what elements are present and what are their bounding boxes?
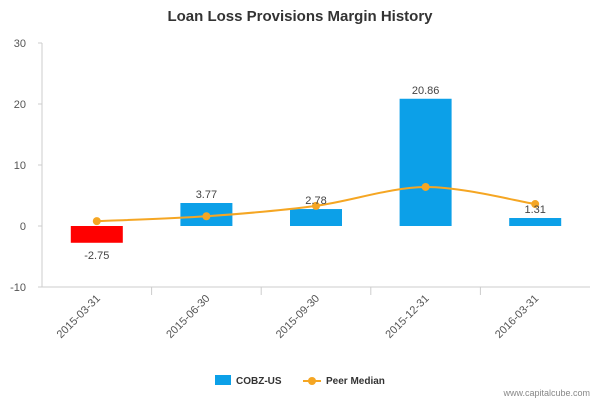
x-tick-label: 2015-06-30 xyxy=(164,293,212,341)
bar xyxy=(399,98,452,226)
x-tick-label: 2015-03-31 xyxy=(55,293,103,341)
x-tick-label: 2016-03-31 xyxy=(493,293,541,341)
peer-median-point xyxy=(421,182,430,191)
y-tick-label: 0 xyxy=(20,221,26,233)
axes: 30 20 10 0 -10 2015-03-31 2015-06-30 2015-09-30… xyxy=(10,38,590,341)
bar xyxy=(509,218,562,226)
peer-median-point xyxy=(531,200,540,209)
y-tick-label: 10 xyxy=(14,160,26,172)
legend-label-cobz: COBZ-US xyxy=(236,376,282,387)
bar xyxy=(290,209,342,226)
legend-label-peer: Peer Median xyxy=(326,376,385,387)
bar-series xyxy=(70,98,562,243)
chart-title: Loan Loss Provisions Margin History xyxy=(167,8,433,25)
peer-median-point xyxy=(202,212,211,221)
bar xyxy=(70,226,123,243)
bar-data-label: 1.31 xyxy=(524,204,545,216)
data-labels: -2.75 3.77 2.78 20.86 1.31 xyxy=(84,85,546,262)
credit: www.capitalcube.com xyxy=(502,388,590,398)
y-tick-label: -10 xyxy=(10,282,26,294)
y-tick-label: 30 xyxy=(14,38,26,50)
line-series xyxy=(92,182,540,226)
legend-swatch-cobz xyxy=(215,375,231,385)
bar-data-label: 20.86 xyxy=(412,85,440,97)
bar-data-label: 3.77 xyxy=(196,189,217,201)
legend: COBZ-US Peer Median xyxy=(215,375,385,387)
y-tick-label: 20 xyxy=(14,99,26,111)
bar-data-label: 2.78 xyxy=(305,195,326,207)
legend-swatch-peer-dot xyxy=(308,377,316,385)
bar-data-label: -2.75 xyxy=(84,250,109,262)
peer-median-point xyxy=(312,201,320,210)
x-tick-label: 2015-12-31 xyxy=(383,293,431,341)
peer-median-point xyxy=(92,217,101,226)
x-tick-label: 2015-09-30 xyxy=(274,293,322,341)
